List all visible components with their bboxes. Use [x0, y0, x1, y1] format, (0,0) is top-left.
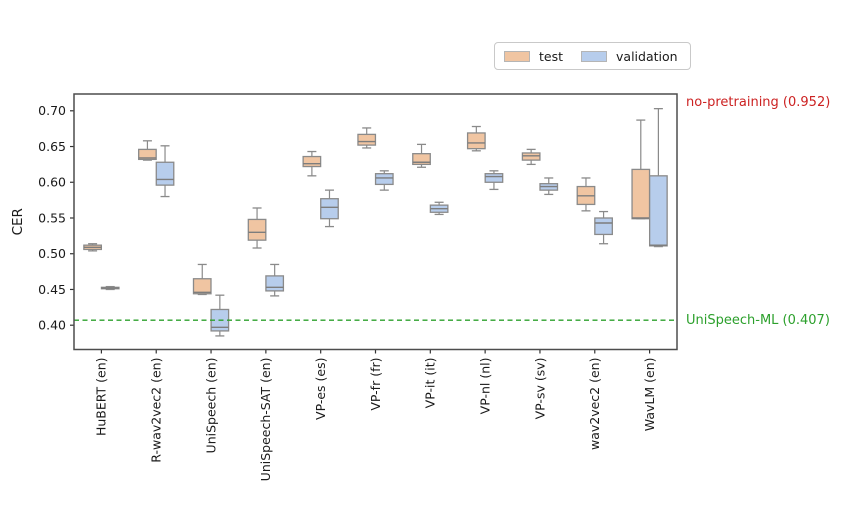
x-category-label: wav2vec2 (en) [587, 358, 602, 451]
box-validation-10 [648, 108, 668, 248]
box-test-0 [83, 243, 103, 252]
plot-border [73, 93, 678, 351]
no-pretraining-annotation: no-pretraining (0.952) [686, 95, 831, 110]
legend-label-test: test [539, 48, 564, 64]
box-validation-0 [100, 285, 120, 291]
x-category-label: VP-sv (sv) [532, 358, 547, 420]
legend: test validation [494, 42, 691, 70]
box-validation-9 [594, 210, 613, 245]
unispeech-ml-annotation: UniSpeech-ML (0.407) [686, 313, 830, 328]
y-tick-label: 0.65 [38, 139, 66, 154]
box-validation-2 [210, 294, 230, 337]
box-test-4 [302, 150, 322, 177]
validation-color-swatch [581, 50, 608, 62]
x-category-label: UniSpeech (en) [203, 358, 218, 454]
legend-label-validation: validation [616, 48, 678, 64]
y-tick-label: 0.45 [38, 282, 66, 297]
x-category-label: VP-it (it) [423, 358, 438, 409]
box-validation-6 [429, 201, 449, 216]
box-validation-7 [484, 170, 504, 191]
y-tick-label: 0.70 [38, 103, 66, 118]
box-validation-3 [265, 263, 285, 297]
y-tick-label: 0.60 [38, 175, 66, 190]
x-category-label: UniSpeech-SAT (en) [258, 358, 273, 482]
x-category-label: HuBERT (en) [94, 358, 109, 437]
box-test-3 [247, 207, 267, 249]
x-category-label: WavLM (en) [642, 358, 657, 432]
box-validation-5 [374, 170, 394, 191]
y-tick-label: 0.55 [38, 210, 66, 225]
legend-item-test: test [504, 49, 563, 64]
x-category-label: VP-nl (nl) [477, 358, 492, 415]
box-test-2 [192, 263, 212, 296]
box-test-7 [466, 125, 486, 152]
legend-item-validation: validation [581, 49, 678, 64]
y-tick-label: 0.40 [38, 318, 66, 333]
box-test-5 [357, 127, 377, 149]
box-validation-8 [539, 177, 559, 196]
box-test-1 [138, 140, 157, 161]
x-category-label: R-wav2vec2 (en) [149, 358, 164, 463]
box-validation-4 [320, 189, 339, 228]
box-validation-1 [155, 145, 175, 198]
box-test-9 [576, 177, 596, 212]
box-test-6 [412, 143, 431, 168]
y-tick-label: 0.50 [38, 246, 66, 261]
box-test-8 [521, 148, 541, 166]
test-color-swatch [504, 50, 530, 62]
x-category-label: VP-fr (fr) [368, 358, 383, 411]
y-axis-label: CER [10, 208, 26, 235]
x-category-label: VP-es (es) [313, 358, 328, 420]
box-test-10 [631, 119, 651, 220]
